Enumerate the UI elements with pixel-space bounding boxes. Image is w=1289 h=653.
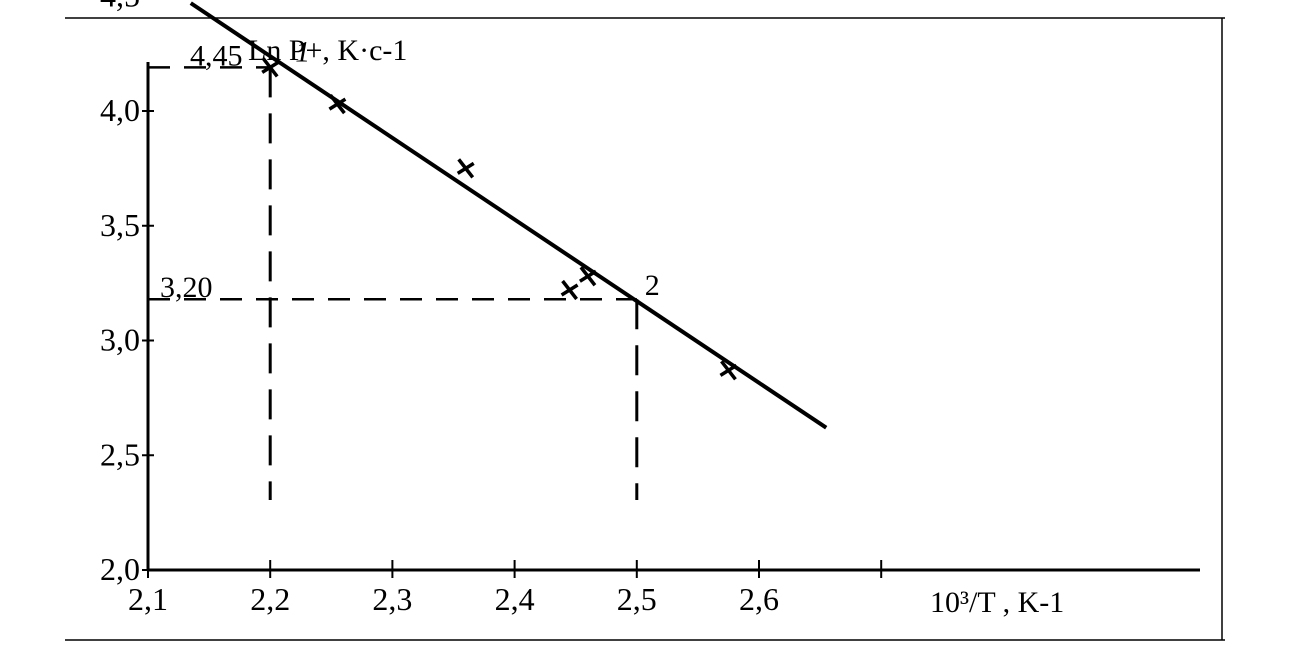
x-axis-title: 10³/T , K-1 (930, 586, 1064, 619)
point-label: 1 (295, 35, 310, 68)
annotation-value: 3,20 (160, 271, 213, 304)
data-points (261, 57, 738, 381)
y-tick-label: 4,5 (100, 0, 140, 13)
y-tick-label: 3,0 (100, 322, 140, 358)
data-point (719, 360, 738, 381)
x-tick-label: 2,2 (250, 581, 290, 617)
y-tick-label: 2,0 (100, 551, 140, 587)
y-ticks: 2,0 2,5 3,0 3,5 4,0 4,5 (100, 0, 154, 587)
x-ticks: 2,1 2,2 2,3 2,4 2,5 2,6 (128, 560, 883, 617)
annotations: 4,45 1 3,20 2 (160, 35, 660, 304)
y-axis-title: Ln P+, K·c-1 (248, 34, 407, 67)
x-tick-label: 2,3 (372, 581, 412, 617)
data-point (560, 279, 579, 301)
data-point (261, 57, 280, 78)
x-tick-label: 2,5 (617, 581, 657, 617)
x-tick-label: 2,4 (495, 581, 535, 617)
y-tick-label: 2,5 (100, 436, 140, 472)
data-point (328, 94, 347, 115)
y-tick-label: 4,0 (100, 92, 140, 128)
point-label: 2 (645, 269, 660, 302)
data-point (578, 266, 597, 287)
fit-line (189, 1, 828, 430)
data-point (456, 158, 475, 179)
annotation-value: 4,45 (190, 39, 243, 72)
x-tick-label: 2,1 (128, 581, 168, 617)
guide-lines (148, 66, 639, 500)
x-tick-label: 2,6 (739, 581, 779, 617)
y-tick-label: 3,5 (100, 207, 140, 243)
